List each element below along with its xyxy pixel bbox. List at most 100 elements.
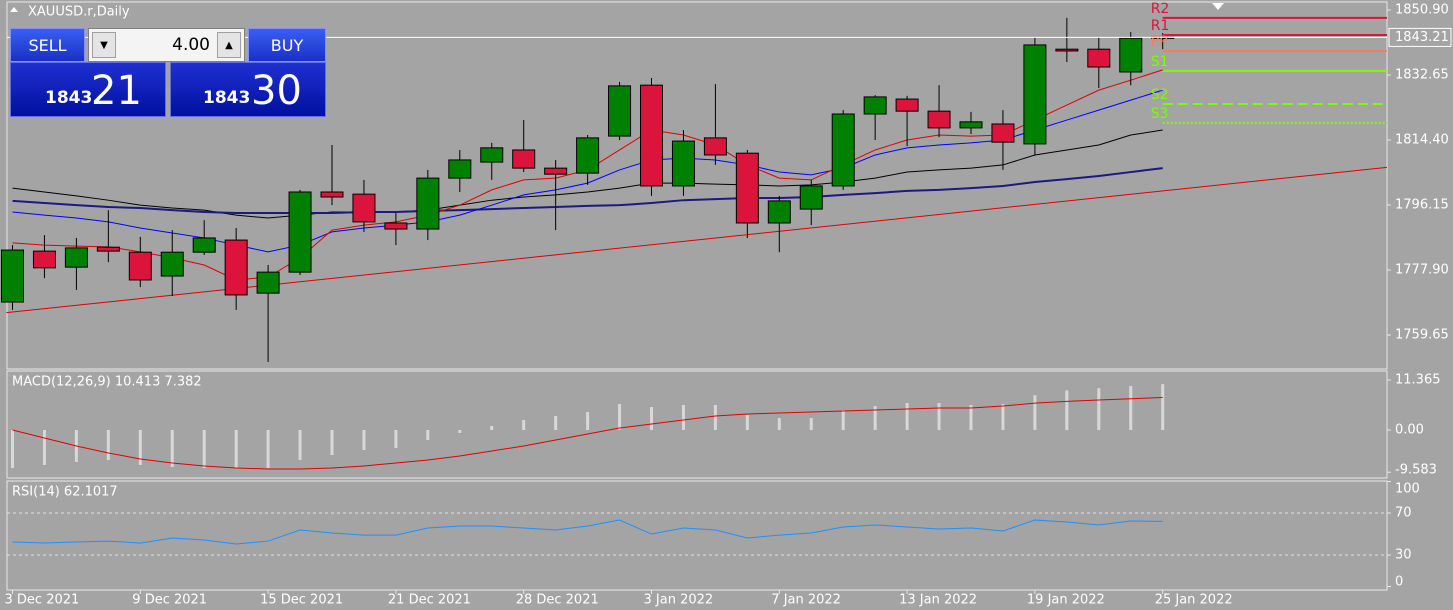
candle-body xyxy=(991,123,1015,143)
histogram-bar xyxy=(650,407,653,431)
y-tick-label: 70 xyxy=(1395,506,1412,521)
macd-frame xyxy=(6,370,1388,479)
signal-line xyxy=(12,396,1163,470)
histogram-bar xyxy=(11,430,14,469)
histogram-bar xyxy=(490,425,494,431)
candle-body xyxy=(128,251,152,281)
candle-body xyxy=(927,110,951,129)
histogram-bar xyxy=(586,411,590,431)
x-tick-label: 9 Dec 2021 xyxy=(132,593,207,608)
histogram-bar xyxy=(138,430,142,466)
lot-down[interactable]: ▼ xyxy=(92,32,116,58)
y-tick-label: 0.00 xyxy=(1395,423,1424,438)
buy-button[interactable]: BUY xyxy=(248,28,326,62)
candle-body xyxy=(767,200,791,224)
main-frame xyxy=(6,1,1388,370)
pivot-label: R1 xyxy=(1151,18,1170,34)
collapse-icon[interactable] xyxy=(10,7,18,12)
candle-body xyxy=(895,98,919,112)
histogram-bar xyxy=(618,404,622,431)
pivot-label: S2 xyxy=(1151,87,1169,103)
histogram-bar xyxy=(106,430,110,460)
candle-body xyxy=(703,137,727,156)
y-tick-label: 1850.90 xyxy=(1395,3,1449,18)
buy-price[interactable]: 1843 30 xyxy=(170,62,326,117)
candle-body xyxy=(640,84,663,187)
histogram-bar xyxy=(234,430,238,469)
candle-body xyxy=(224,239,248,296)
histogram-bar xyxy=(330,430,334,456)
trade-panel: SELL ▼ 4.00 ▲ BUY 1843 21 1843 30 xyxy=(10,28,326,117)
candle-body xyxy=(799,185,823,210)
histogram-bar xyxy=(394,430,398,449)
x-tick-label: 13 Jan 2022 xyxy=(899,593,977,608)
histogram-bar xyxy=(42,430,46,466)
histogram-bar xyxy=(1129,385,1133,431)
candle-body xyxy=(96,246,120,252)
candle-body xyxy=(160,251,184,277)
lot-box[interactable]: ▼ 4.00 ▲ xyxy=(88,28,245,62)
y-tick-label: 1796.15 xyxy=(1395,197,1449,212)
y-tick-label: 1814.40 xyxy=(1395,133,1449,148)
histogram-bar xyxy=(362,430,366,450)
buy-price-small: 30 xyxy=(251,68,302,114)
pivot-label: S3 xyxy=(1151,106,1169,122)
x-tick-label: 25 Jan 2022 xyxy=(1155,593,1233,608)
candle-body xyxy=(608,85,632,137)
candle-body xyxy=(64,247,88,268)
current-price-label: 1843.21 xyxy=(1395,30,1449,45)
sell-button[interactable]: SELL xyxy=(10,28,85,62)
pivot-label: R2 xyxy=(1151,1,1170,17)
macd-title: MACD(12,26,9) 10.413 7.382 xyxy=(12,375,202,390)
current-price-box xyxy=(1388,27,1452,47)
candle-body xyxy=(352,193,376,223)
candle-body xyxy=(959,121,983,129)
x-tick-label: 21 Dec 2021 xyxy=(388,593,471,608)
sell-price-small: 21 xyxy=(91,68,142,114)
candle-body xyxy=(192,237,216,253)
histogram-bar xyxy=(745,414,749,431)
rsi-frame xyxy=(6,480,1388,591)
candle-body xyxy=(1055,48,1079,52)
histogram-bar xyxy=(1001,404,1005,431)
x-tick-label: 15 Dec 2021 xyxy=(260,593,343,608)
x-tick-label: 3 Jan 2022 xyxy=(644,593,714,608)
candle-body xyxy=(863,96,887,115)
histogram-bar xyxy=(458,430,462,433)
candle-body xyxy=(384,222,408,230)
candle-body xyxy=(544,167,568,175)
histogram-bar xyxy=(969,404,973,431)
candle-body xyxy=(512,149,536,169)
histogram-bar xyxy=(202,430,206,469)
histogram-bar xyxy=(681,404,685,431)
shift-marker xyxy=(1212,3,1224,10)
rsi-line xyxy=(12,519,1163,545)
sell-price[interactable]: 1843 21 xyxy=(10,62,166,117)
candle-body xyxy=(480,147,504,163)
histogram-bar xyxy=(170,430,174,467)
candle-body xyxy=(416,177,440,230)
histogram-bar xyxy=(1097,388,1101,431)
histogram-bar xyxy=(1033,395,1037,431)
candle-body xyxy=(448,159,472,179)
moving-average xyxy=(12,167,1163,215)
histogram-bar xyxy=(1161,384,1165,431)
lot-up[interactable]: ▲ xyxy=(217,32,241,58)
histogram-bar xyxy=(809,418,813,431)
histogram-bar xyxy=(937,403,941,431)
histogram-bar xyxy=(841,410,845,431)
y-tick-label: 1777.90 xyxy=(1395,262,1449,277)
histogram-bar xyxy=(426,430,430,440)
y-tick-label: -9.583 xyxy=(1395,463,1437,478)
y-tick-label: 11.365 xyxy=(1395,372,1441,387)
candle-body xyxy=(1023,44,1047,145)
candle-body xyxy=(831,113,855,187)
lot-value[interactable]: 4.00 xyxy=(172,35,210,55)
pivot-label: PP xyxy=(1151,34,1168,50)
sell-price-big: 1843 xyxy=(45,88,93,108)
candle-body xyxy=(1,249,24,303)
moving-average xyxy=(12,129,1163,219)
buy-price-big: 1843 xyxy=(203,88,251,108)
histogram-bar xyxy=(873,406,877,431)
